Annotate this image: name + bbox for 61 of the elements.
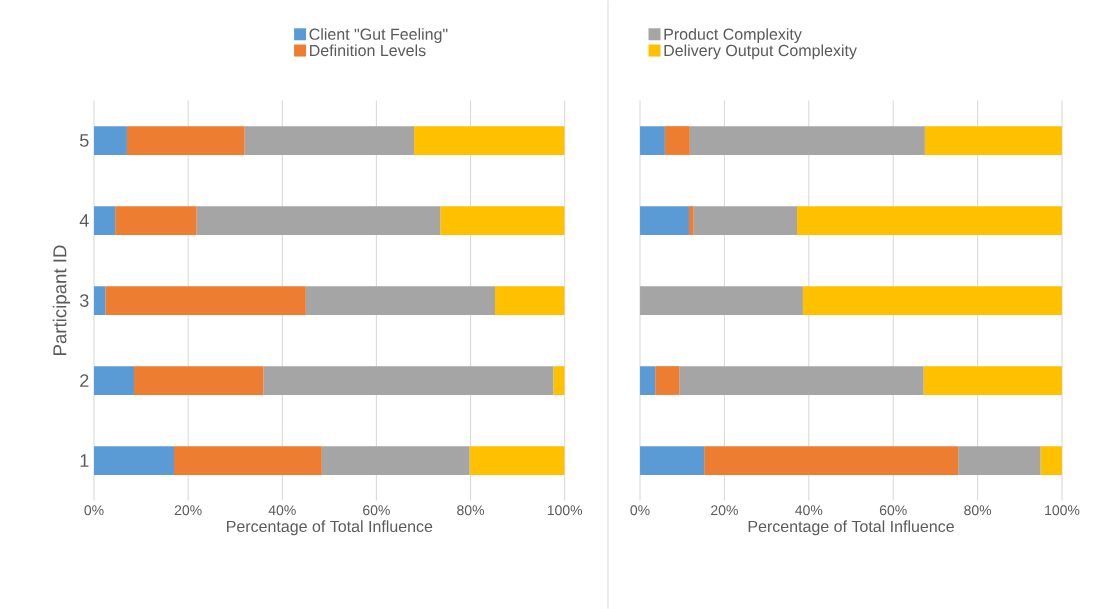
- bar: [126, 126, 245, 155]
- bar: [689, 126, 925, 155]
- legend-label: Delivery Output Complexity: [664, 44, 857, 60]
- bar: [655, 366, 680, 395]
- y-tick-label: 1: [80, 454, 89, 467]
- legend-label: Product Complexity: [664, 28, 802, 44]
- x-axis-title: Percentage of Total Influence: [748, 520, 954, 536]
- x-tick-label: 100%: [1045, 505, 1080, 516]
- bar: [94, 206, 116, 235]
- y-tick-label: 4: [79, 214, 89, 227]
- bar: [495, 286, 565, 315]
- x-tick-label: 40%: [795, 505, 823, 516]
- x-tick-label: 60%: [879, 505, 907, 516]
- bar: [440, 206, 565, 235]
- x-tick-label: 100%: [547, 505, 583, 516]
- bar: [923, 366, 1063, 395]
- bar: [958, 446, 1041, 475]
- bar: [640, 126, 665, 155]
- bar: [321, 446, 470, 475]
- x-tick-label: 20%: [711, 505, 738, 516]
- bar: [115, 206, 197, 235]
- bar: [553, 366, 565, 395]
- x-tick-label: 20%: [174, 505, 202, 516]
- bar: [802, 286, 1063, 315]
- bar: [94, 366, 135, 395]
- bar: [640, 366, 656, 395]
- bar: [640, 446, 705, 475]
- x-tick-label: 80%: [457, 505, 485, 516]
- bar: [196, 206, 441, 235]
- bar: [664, 126, 690, 155]
- bar: [797, 206, 1063, 235]
- x-tick-label: 0%: [630, 505, 650, 516]
- bar: [414, 126, 565, 155]
- bar: [244, 126, 415, 155]
- y-tick-label: 3: [79, 294, 89, 307]
- bar: [924, 126, 1063, 155]
- x-axis-title: Percentage of Total Influence: [227, 520, 433, 536]
- bar: [693, 206, 797, 235]
- y-tick-label: 5: [79, 134, 89, 147]
- bar: [640, 206, 689, 235]
- x-tick-label: 80%: [964, 505, 992, 516]
- legend-label: Client "Gut Feeling": [309, 28, 448, 44]
- y-axis-title: Participant ID: [52, 245, 71, 355]
- legend-label: Definition Levels: [310, 44, 426, 57]
- bar: [105, 286, 306, 315]
- bar: [94, 126, 127, 155]
- bar: [305, 286, 496, 315]
- x-tick-label: 0%: [84, 505, 104, 516]
- bar: [134, 366, 264, 395]
- bar: [640, 286, 803, 315]
- bar: [263, 366, 554, 395]
- bar: [469, 446, 565, 475]
- bar: [1040, 446, 1063, 475]
- y-tick-label: 2: [80, 374, 89, 387]
- x-tick-label: 40%: [268, 505, 296, 516]
- bar: [704, 446, 959, 475]
- bar: [94, 446, 175, 475]
- bar: [679, 366, 924, 395]
- bar: [688, 206, 694, 235]
- x-tick-label: 60%: [363, 505, 390, 516]
- bar: [174, 446, 322, 475]
